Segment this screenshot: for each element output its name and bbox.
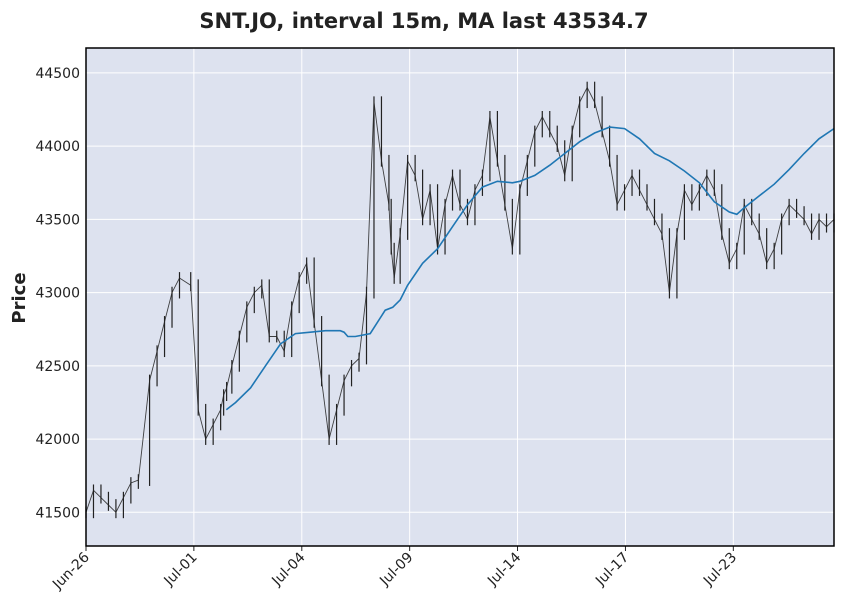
x-tick-label: Jul-17	[592, 550, 632, 590]
x-tick-label: Jul-14	[484, 549, 524, 589]
y-tick-label: 41500	[35, 505, 80, 521]
y-tick-label: 43000	[35, 286, 80, 302]
y-tick-label: 44000	[35, 139, 80, 155]
plot-frame	[85, 47, 835, 547]
x-tick-label: Jul-04	[268, 549, 308, 589]
moving-average-line	[225, 126, 835, 411]
x-tick-label: Jul-01	[161, 550, 201, 590]
price-series-line	[85, 86, 835, 514]
plot-area: 41500 42000 42500 43000 43500 44000 44500 Jun-2…	[35, 47, 835, 593]
x-tick-label: Jul-23	[700, 550, 740, 590]
y-tick-label: 44500	[35, 66, 80, 82]
y-tick-label: 42000	[35, 432, 80, 448]
y-tick-label: 43500	[35, 212, 80, 228]
x-tick-label: Jun-26	[49, 549, 93, 593]
chart-title: SNT.JO, interval 15m, MA last 43534.7	[199, 9, 648, 33]
y-tick-label: 42500	[35, 359, 80, 375]
plot-background	[86, 48, 834, 546]
y-axis-label: Price	[9, 272, 30, 323]
x-tick-label: Jul-09	[376, 550, 416, 590]
